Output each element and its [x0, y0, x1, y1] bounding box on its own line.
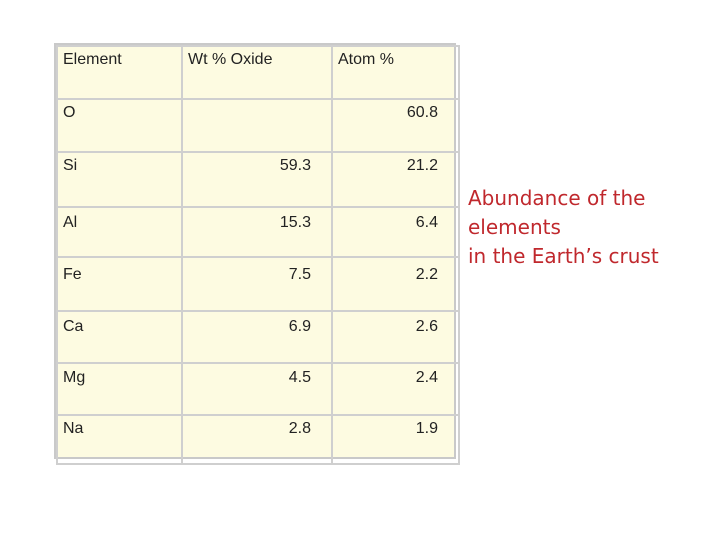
- header-element: Element: [56, 45, 183, 100]
- table-row: Ca 6.9 2.6: [56, 310, 460, 364]
- header-atom-percent: Atom %: [331, 45, 460, 100]
- header-wt-oxide: Wt % Oxide: [181, 45, 333, 100]
- cell-atom-percent: 21.2: [331, 151, 460, 208]
- cell-wt-oxide: 15.3: [181, 206, 333, 258]
- cell-element: Fe: [56, 256, 183, 312]
- table-row: Mg 4.5 2.4: [56, 362, 460, 416]
- abundance-table: Element Wt % Oxide Atom % O 60.8 Si 59.3…: [54, 43, 460, 465]
- table-header-row: Element Wt % Oxide Atom %: [56, 45, 460, 100]
- table-row: Al 15.3 6.4: [56, 206, 460, 258]
- caption-line-1: Abundance of the: [468, 186, 646, 210]
- table-row: Na 2.8 1.9: [56, 414, 460, 465]
- cell-atom-percent: 6.4: [331, 206, 460, 258]
- cell-wt-oxide: 6.9: [181, 310, 333, 364]
- cell-atom-percent: 2.6: [331, 310, 460, 364]
- table-row: Fe 7.5 2.2: [56, 256, 460, 312]
- cell-element: O: [56, 98, 183, 153]
- caption-line-3: in the Earth’s crust: [468, 244, 659, 268]
- caption-line-2: elements: [468, 215, 561, 239]
- cell-wt-oxide: 4.5: [181, 362, 333, 416]
- cell-element: Ca: [56, 310, 183, 364]
- cell-atom-percent: 60.8: [331, 98, 460, 153]
- cell-wt-oxide: 7.5: [181, 256, 333, 312]
- table-row: Si 59.3 21.2: [56, 151, 460, 208]
- cell-atom-percent: 2.4: [331, 362, 460, 416]
- cell-atom-percent: 2.2: [331, 256, 460, 312]
- cell-element: Al: [56, 206, 183, 258]
- cell-atom-percent: 1.9: [331, 414, 460, 465]
- table-row: O 60.8: [56, 98, 460, 153]
- slide-caption: Abundance of the elements in the Earth’s…: [468, 184, 718, 271]
- cell-wt-oxide: [181, 98, 333, 153]
- cell-wt-oxide: 59.3: [181, 151, 333, 208]
- cell-element: Mg: [56, 362, 183, 416]
- cell-wt-oxide: 2.8: [181, 414, 333, 465]
- element-table: Element Wt % Oxide Atom % O 60.8 Si 59.3…: [56, 45, 460, 465]
- cell-element: Si: [56, 151, 183, 208]
- cell-element: Na: [56, 414, 183, 465]
